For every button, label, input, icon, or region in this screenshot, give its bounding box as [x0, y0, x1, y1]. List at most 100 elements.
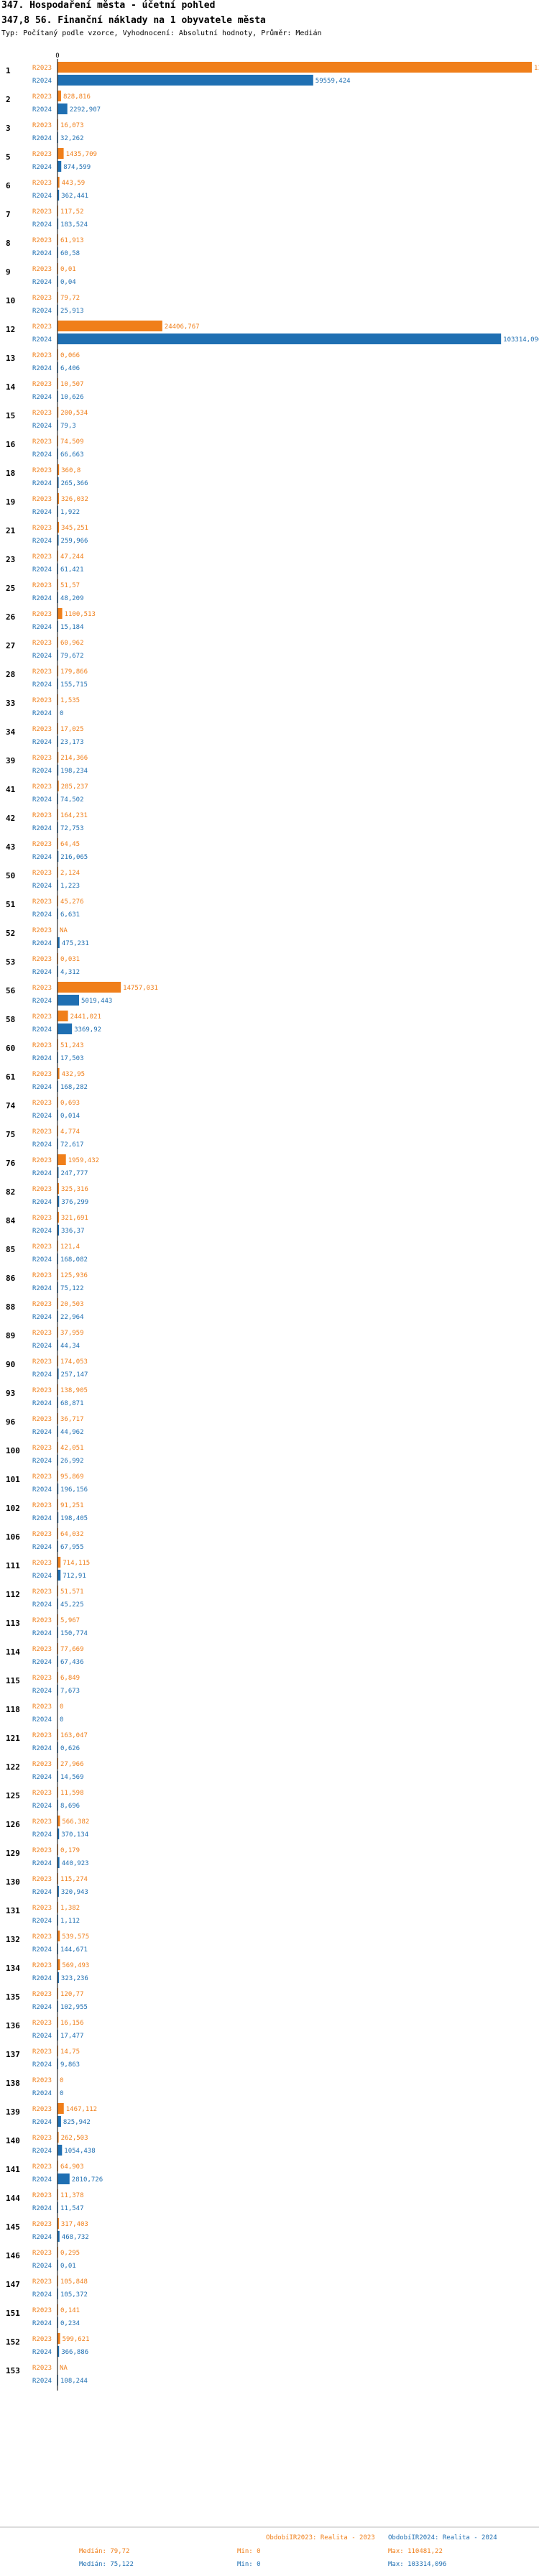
data-label-r2023: 0,295 — [60, 2250, 80, 2257]
category-label: 2 — [6, 95, 11, 104]
series-label-r2023: R2023 — [32, 2163, 52, 2171]
series-label-r2024: R2024 — [32, 1831, 52, 1839]
series-label-r2024: R2024 — [32, 825, 52, 832]
series-label-r2023: R2023 — [32, 812, 52, 819]
chart-caption: Typ: Počítaný podle vzorce, Vyhodnocení:… — [1, 29, 322, 37]
data-label-r2023: 1100,513 — [65, 611, 96, 618]
series-label-r2023: R2023 — [32, 1732, 52, 1739]
series-label-r2024: R2024 — [32, 1170, 52, 1177]
data-label-r2024: 168,282 — [60, 1084, 88, 1091]
category-label: 102 — [6, 1504, 20, 1513]
bar-r2024 — [57, 1570, 61, 1581]
series-label-r2023: R2023 — [32, 438, 52, 446]
category-label: 14 — [6, 382, 16, 392]
data-label-r2024: 0 — [60, 710, 63, 717]
bar-r2023 — [57, 1011, 68, 1021]
legend-2023-title: ObdobíIR2023: Realita - 2023 — [266, 2534, 375, 2542]
series-label-r2024: R2024 — [32, 1429, 52, 1436]
bar-r2024 — [57, 218, 59, 229]
data-label-r2023: 11,378 — [60, 2192, 84, 2199]
data-label-r2023: 120,77 — [60, 1991, 84, 1998]
bar-r2024 — [57, 1167, 59, 1178]
bar-r2023 — [57, 2333, 60, 2344]
series-label-r2023: R2023 — [32, 898, 52, 906]
data-label-r2023: 163,047 — [60, 1732, 88, 1739]
data-label-r2024: 6,631 — [60, 911, 80, 919]
series-label-r2023: R2023 — [32, 1560, 52, 1567]
series-label-r2023: R2023 — [32, 352, 52, 359]
data-label-r2023: 0,179 — [60, 1847, 80, 1854]
series-label-r2023: R2023 — [32, 726, 52, 733]
data-label-r2023: 138,905 — [60, 1387, 88, 1394]
data-label-r2024: 150,774 — [60, 1630, 88, 1637]
series-label-r2023: R2023 — [32, 295, 52, 302]
series-label-r2024: R2024 — [32, 1515, 52, 1522]
series-label-r2023: R2023 — [32, 1588, 52, 1596]
series-label-r2023: R2023 — [32, 1790, 52, 1797]
series-label-r2023: R2023 — [32, 2192, 52, 2199]
series-label-r2024: R2024 — [32, 279, 52, 286]
data-label-r2023: 125,936 — [60, 1272, 88, 1279]
series-label-r2023: R2023 — [32, 1157, 52, 1164]
data-label-r2024: 72,617 — [60, 1141, 84, 1149]
bar-r2023 — [57, 407, 59, 418]
series-label-r2023: R2023 — [32, 1617, 52, 1624]
data-label-r2023: 77,669 — [60, 1646, 84, 1653]
series-label-r2023: R2023 — [32, 927, 52, 934]
data-label-r2024: 25,913 — [60, 308, 84, 315]
series-label-r2023: R2023 — [32, 1473, 52, 1481]
data-label-r2023: 37,959 — [60, 1330, 84, 1337]
data-label-r2024: 370,134 — [61, 1831, 88, 1839]
category-label: 8 — [6, 239, 11, 248]
data-label-r2024: 2810,726 — [72, 2176, 103, 2184]
series-label-r2024: R2024 — [32, 2119, 52, 2126]
bar-r2024 — [57, 1484, 59, 1494]
data-label-r2023: 214,366 — [60, 755, 88, 762]
series-label-r2024: R2024 — [32, 653, 52, 660]
category-label: 6 — [6, 181, 11, 190]
bar-r2023 — [57, 1959, 60, 1970]
series-label-r2023: R2023 — [32, 525, 52, 532]
bar-r2023 — [57, 62, 532, 73]
series-label-r2023: R2023 — [32, 1933, 52, 1941]
series-label-r2023: R2023 — [32, 611, 52, 618]
bar-r2023 — [57, 464, 60, 475]
data-label-r2024: 59559,424 — [315, 78, 351, 85]
bar-r2023 — [57, 982, 121, 993]
data-label-r2023: 117,52 — [60, 208, 84, 216]
data-label-r2023: 14,75 — [60, 2048, 80, 2056]
data-label-r2024: 247,777 — [60, 1170, 88, 1177]
data-label-r2023: 115,274 — [60, 1876, 88, 1883]
data-label-r2023: 317,403 — [61, 2221, 88, 2228]
series-label-r2023: R2023 — [32, 2221, 52, 2228]
series-label-r2023: R2023 — [32, 1818, 52, 1826]
category-label: 141 — [6, 2165, 20, 2174]
category-label: 5 — [6, 152, 11, 162]
bar-r2023 — [57, 2132, 59, 2143]
bar-r2023 — [57, 321, 162, 331]
data-label-r2024: 108,244 — [60, 2378, 88, 2385]
category-label: 101 — [6, 1475, 20, 1484]
bar-r2024 — [57, 1512, 59, 1523]
category-label: 106 — [6, 1532, 20, 1542]
category-label: 13 — [6, 354, 15, 363]
data-label-r2024: 336,37 — [61, 1228, 85, 1235]
series-label-r2023: R2023 — [32, 2250, 52, 2257]
data-label-r2023: 285,237 — [61, 783, 88, 791]
data-label-r2023: 325,316 — [61, 1186, 88, 1193]
data-label-r2024: 7,673 — [60, 1688, 80, 1695]
data-label-r2023: 105,848 — [60, 2278, 88, 2286]
series-label-r2023: R2023 — [32, 2365, 52, 2372]
series-label-r2023: R2023 — [32, 1358, 52, 1366]
category-label: 111 — [6, 1561, 20, 1570]
category-label: 53 — [6, 957, 15, 967]
category-label: 114 — [6, 1647, 20, 1657]
category-label: 1 — [6, 66, 11, 75]
series-label-r2023: R2023 — [32, 1905, 52, 1912]
series-label-r2024: R2024 — [32, 538, 52, 545]
series-label-r2023: R2023 — [32, 1243, 52, 1251]
category-label: 96 — [6, 1417, 16, 1427]
data-label-r2024: 15,184 — [60, 624, 84, 631]
data-label-r2024: 168,082 — [60, 1256, 88, 1264]
data-label-r2024: 366,886 — [61, 2349, 88, 2356]
